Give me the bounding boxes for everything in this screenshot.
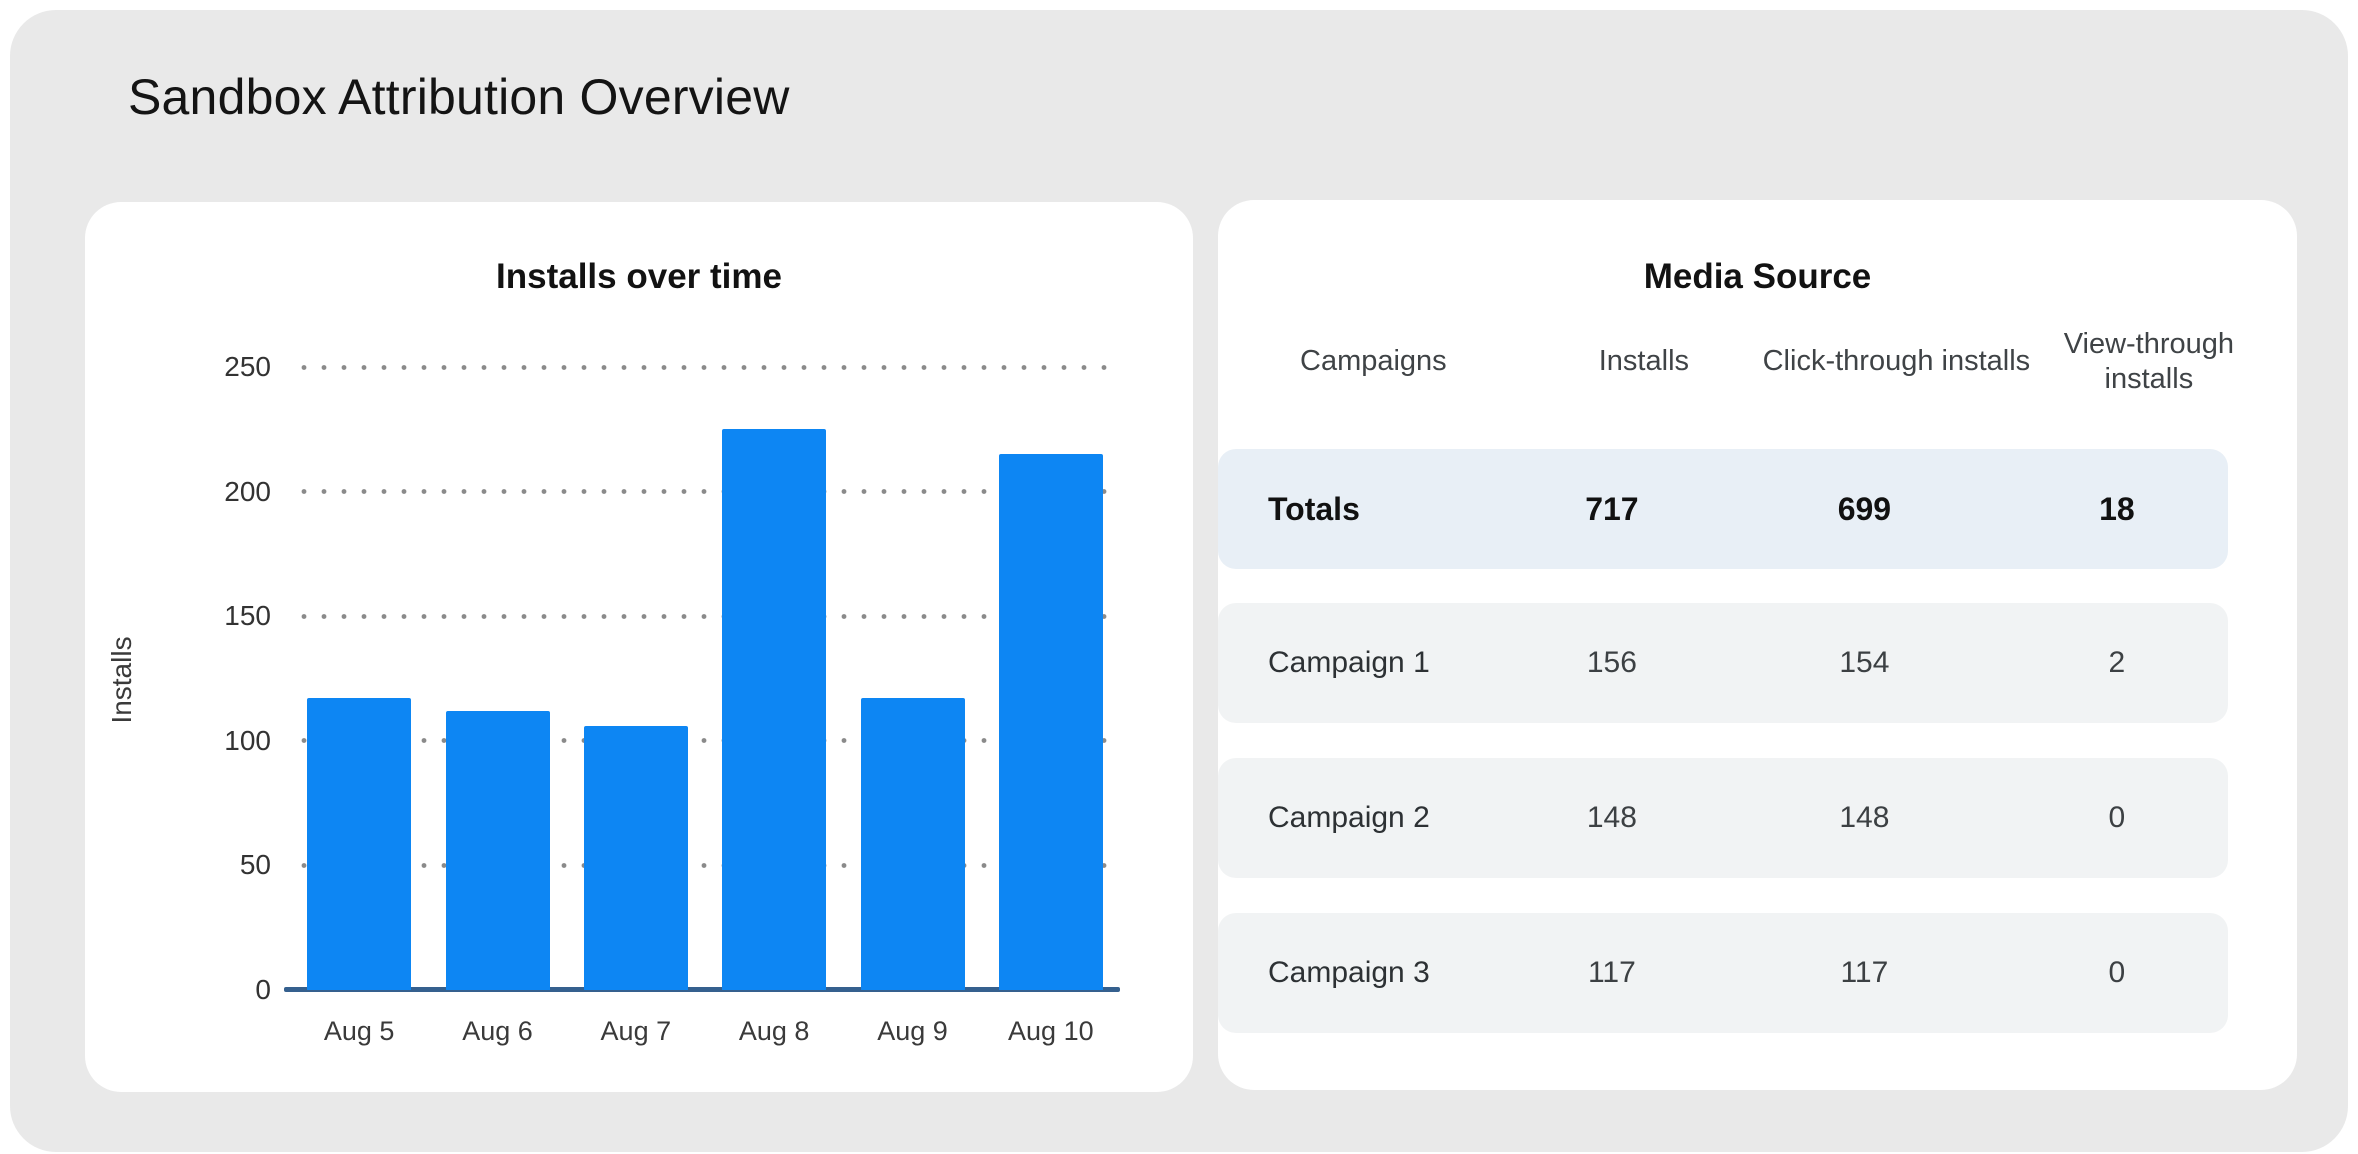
chart-bar-aug-5	[307, 698, 412, 990]
totals-view-through-installs: 18	[2099, 490, 2135, 527]
x-tick-label-aug-6: Aug 6	[462, 1016, 533, 1046]
gridline-200	[294, 489, 1120, 495]
table-row-campaign-2: Campaign 2 148 148 0	[1218, 758, 2228, 878]
column-header-installs: Installs	[1598, 345, 1690, 378]
chart-bar-aug-8	[722, 429, 827, 990]
y-tick-label-150: 150	[224, 600, 271, 632]
y-tick-label-0: 0	[255, 974, 271, 1005]
campaign-view-through-installs: 0	[2108, 801, 2126, 834]
page-title: Sandbox Attribution Overview	[128, 69, 790, 125]
gridline-150	[294, 613, 1120, 619]
gridline-100	[294, 738, 1120, 744]
campaign-view-through-installs: 0	[2108, 956, 2126, 989]
y-tick-label-100: 100	[224, 724, 271, 756]
chart-bar-aug-9	[860, 698, 965, 990]
campaign-click-through-installs: 154	[1839, 646, 1890, 679]
campaign-installs: 117	[1587, 956, 1636, 989]
campaign-installs: 156	[1586, 646, 1637, 679]
x-tick-label-aug-10: Aug 10	[1008, 1016, 1094, 1046]
x-tick-label-aug-8: Aug 8	[738, 1016, 810, 1046]
totals-label: Totals	[1268, 490, 1360, 527]
table-row-campaign-3: Campaign 3 117 117 0	[1218, 913, 2228, 1033]
campaign-view-through-installs: 2	[2108, 646, 2126, 679]
totals-row: Totals 717 699 18	[1218, 449, 2228, 569]
bar-chart-plot-area	[284, 364, 1120, 992]
x-tick-label-aug-5: Aug 5	[323, 1016, 395, 1046]
column-header-click-through-installs: Click-through installs	[1762, 345, 2031, 378]
totals-installs: 717	[1585, 490, 1639, 527]
totals-click-through-installs: 699	[1837, 490, 1892, 527]
table-header-row: Campaigns Installs Click-through install…	[1250, 318, 2260, 406]
campaign-installs: 148	[1586, 801, 1637, 834]
y-axis-title: Installs	[106, 636, 137, 724]
y-tick-label-250: 250	[224, 351, 271, 382]
x-axis-line	[284, 987, 1120, 992]
x-tick-label-aug-7: Aug 7	[600, 1016, 672, 1046]
campaign-name: Campaign 3	[1268, 956, 1430, 989]
x-tick-label-aug-9: Aug 9	[877, 1016, 948, 1046]
gridline-50	[294, 862, 1120, 868]
installs-chart-card: Installs over time Installs 0 50 100 150 200…	[85, 202, 1193, 1092]
column-header-campaigns: Campaigns	[1300, 345, 1447, 378]
chart-bar-aug-7	[583, 725, 688, 990]
campaign-click-through-installs: 117	[1840, 956, 1889, 989]
column-header-view-through-installs: View-through installs	[2063, 327, 2235, 395]
dashboard-canvas: Sandbox Attribution Overview Installs ov…	[10, 10, 2348, 1152]
y-tick-label-50: 50	[239, 849, 271, 881]
y-tick-label-200: 200	[224, 475, 271, 507]
table-row-campaign-1: Campaign 1 156 154 2	[1218, 603, 2228, 723]
gridline-250	[294, 364, 1120, 370]
campaign-name: Campaign 2	[1268, 801, 1430, 834]
campaign-name: Campaign 1	[1268, 646, 1430, 679]
chart-title: Installs over time	[496, 257, 782, 296]
media-source-card: Media Source Campaigns Installs Click-th…	[1218, 200, 2297, 1090]
chart-bar-aug-10	[998, 454, 1103, 990]
chart-bar-aug-6	[445, 710, 550, 990]
media-source-title: Media Source	[1643, 257, 1872, 296]
campaign-click-through-installs: 148	[1839, 801, 1890, 834]
